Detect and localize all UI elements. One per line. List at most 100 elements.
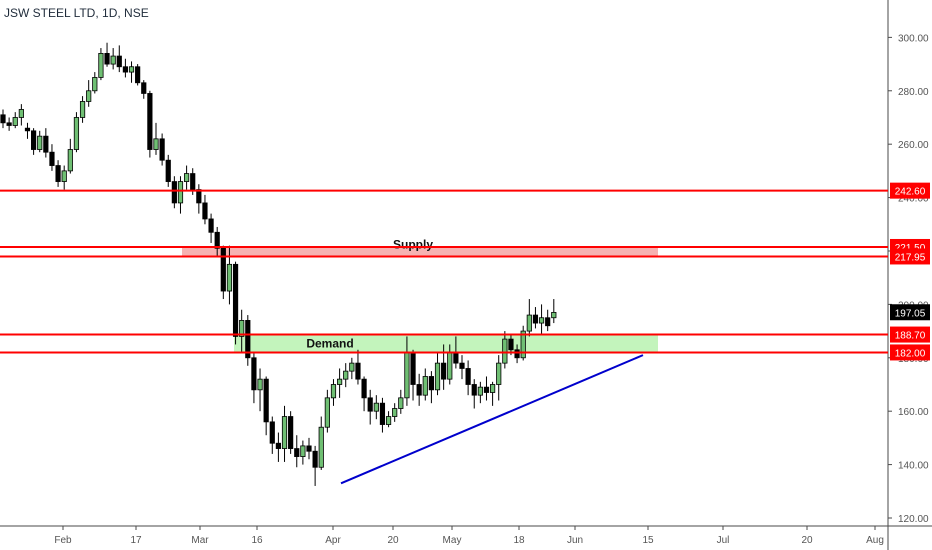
candle-body xyxy=(104,53,110,65)
zone-demand xyxy=(234,334,658,353)
candle-body xyxy=(526,314,532,332)
candle-body xyxy=(532,314,539,324)
candle-body xyxy=(116,55,122,68)
candle-body xyxy=(545,317,551,327)
time-tick-label: 15 xyxy=(642,535,654,546)
candle-body xyxy=(324,397,330,428)
candle-body xyxy=(208,218,214,233)
time-tick-label: Jul xyxy=(717,535,730,546)
price-tick-label: 260.00 xyxy=(898,140,929,151)
candle-body xyxy=(128,66,135,73)
time-tick-label: 20 xyxy=(801,535,813,546)
candle-body xyxy=(514,349,520,359)
candle-body xyxy=(318,426,324,468)
candle-body xyxy=(98,53,104,78)
candle-body xyxy=(392,408,398,417)
candle-body xyxy=(232,263,239,337)
candle-body xyxy=(312,450,318,468)
candle-body xyxy=(355,362,361,380)
time-tick-label: Feb xyxy=(54,535,72,546)
candle-body xyxy=(447,352,453,380)
candle-body xyxy=(306,445,312,452)
candle-body xyxy=(275,442,282,449)
candle-body xyxy=(520,330,526,359)
candle-body xyxy=(502,338,508,364)
candle-body xyxy=(398,397,404,409)
candle-body xyxy=(489,384,496,393)
level-price-label: 242.60 xyxy=(895,187,926,198)
price-tick-label: 140.00 xyxy=(898,461,929,472)
candle-body xyxy=(24,127,31,132)
candle-body xyxy=(245,320,251,359)
price-tick-label: 240.00 xyxy=(898,194,929,205)
candle-body xyxy=(373,402,379,412)
time-tick-label: 20 xyxy=(387,535,399,546)
candle-body xyxy=(110,55,116,65)
candle-body xyxy=(49,151,55,166)
candle-body xyxy=(67,149,73,172)
candle-body xyxy=(86,90,92,102)
candle-body xyxy=(30,130,37,150)
candle-body xyxy=(135,66,141,84)
candle-body xyxy=(73,117,80,150)
candle-body xyxy=(551,311,557,319)
candle-body xyxy=(349,362,355,372)
candle-body xyxy=(202,202,208,220)
price-tick-label: 280.00 xyxy=(898,87,929,98)
candle-body xyxy=(416,384,422,396)
candle-body xyxy=(251,357,257,391)
candle-body xyxy=(183,173,190,182)
candle-body xyxy=(61,170,67,182)
candle-body xyxy=(379,402,386,425)
candle-body xyxy=(55,165,61,182)
time-tick-label: Jun xyxy=(567,535,583,546)
candle-body xyxy=(190,173,196,190)
level-price-label: 217.95 xyxy=(895,252,926,263)
candle-body xyxy=(288,416,294,449)
candle-body xyxy=(294,448,300,457)
time-tick-label: Mar xyxy=(191,535,209,546)
candle-body xyxy=(434,362,441,391)
time-tick-label: 16 xyxy=(251,535,263,546)
price-tick-label: 300.00 xyxy=(898,33,929,44)
candle-body xyxy=(367,397,373,412)
candle-body xyxy=(92,77,98,92)
candle-body xyxy=(177,181,184,204)
candle-body xyxy=(220,247,226,292)
time-tick-label: Aug xyxy=(866,535,884,546)
price-tick-label: 160.00 xyxy=(898,407,929,418)
candle-body xyxy=(281,416,288,449)
candle-body xyxy=(330,384,337,399)
candle-body xyxy=(165,159,171,182)
candle-body xyxy=(410,352,416,385)
candle-body xyxy=(343,370,349,380)
candle-body xyxy=(79,101,86,118)
candle-body xyxy=(43,135,49,153)
candle-body xyxy=(196,189,202,204)
trendline xyxy=(340,354,644,485)
candle-body xyxy=(483,386,490,393)
candle-body xyxy=(459,362,465,369)
time-tick-label: 18 xyxy=(513,535,525,546)
zone-label: Demand xyxy=(306,337,353,351)
candle-body xyxy=(171,181,177,204)
candle-body xyxy=(508,338,514,351)
candle-body xyxy=(257,378,263,391)
candle-body xyxy=(6,122,12,126)
level-price-tag xyxy=(890,182,930,199)
candle-body xyxy=(385,416,392,425)
candle-body xyxy=(477,386,483,396)
candle-body xyxy=(214,231,220,249)
candle-body xyxy=(404,352,410,399)
level-price-label: 182.00 xyxy=(895,348,926,359)
candle-body xyxy=(441,362,447,380)
zone-supply xyxy=(182,246,658,257)
price-tick-label: 120.00 xyxy=(898,514,929,525)
zone-label: Supply xyxy=(393,238,433,252)
candle-body xyxy=(239,320,245,337)
candle-body xyxy=(263,378,269,423)
candle-body xyxy=(159,138,165,161)
candle-body xyxy=(361,378,367,399)
candle-body xyxy=(453,352,459,364)
